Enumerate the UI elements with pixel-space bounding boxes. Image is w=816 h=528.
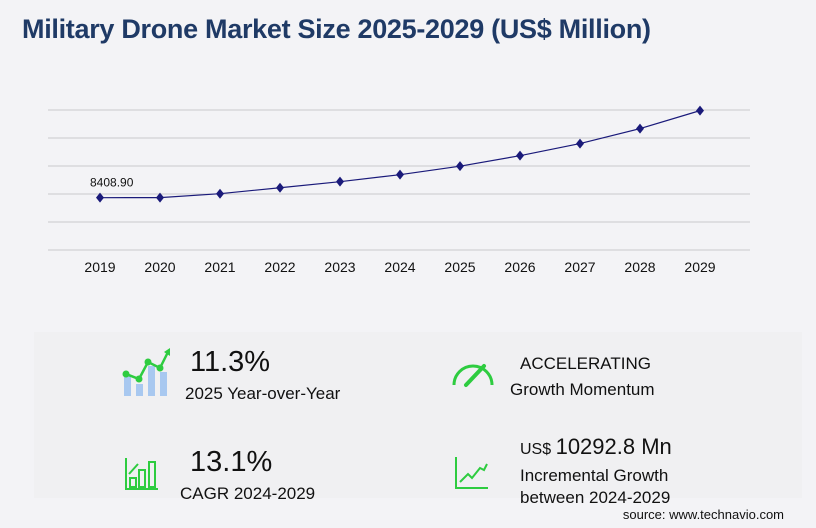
data-point xyxy=(276,182,284,193)
source-text: source: www.technavio.com xyxy=(622,507,784,522)
line-chart: 2019 8408.90 2020 2021 2022 2023 2024 2025 2026 2… xyxy=(48,105,750,275)
x-tick-label: 2029 xyxy=(684,259,715,275)
x-tick-label: 2022 xyxy=(264,259,295,275)
data-point xyxy=(456,161,464,172)
data-point xyxy=(516,150,524,161)
x-tick-label: 2020 xyxy=(144,259,175,275)
x-tick-label: 2026 xyxy=(504,259,535,275)
data-point xyxy=(396,169,404,180)
data-point xyxy=(156,192,164,203)
data-point xyxy=(696,105,704,116)
incremental-growth: US$ 10292.8 Mn xyxy=(520,434,672,460)
data-point xyxy=(96,192,104,203)
yoy-value: 11.3% xyxy=(190,346,271,378)
data-label: 8408.90 xyxy=(90,176,134,190)
x-tick-label: 2027 xyxy=(564,259,595,275)
incremental-label-1: Incremental Growth xyxy=(520,466,669,485)
x-tick-label: 2023 xyxy=(324,259,355,275)
stats-panel xyxy=(34,332,802,498)
data-point xyxy=(216,188,224,199)
incremental-label-2: between 2024-2029 xyxy=(520,488,671,507)
x-tick-label: 2025 xyxy=(444,259,475,275)
momentum-label: Growth Momentum xyxy=(510,380,655,399)
cagr-label: CAGR 2024-2029 xyxy=(180,484,316,503)
data-point xyxy=(636,123,644,134)
data-point xyxy=(336,176,344,187)
momentum-value: ACCELERATING xyxy=(520,354,651,373)
yoy-label: 2025 Year-over-Year xyxy=(185,384,341,403)
x-tick-label: 2021 xyxy=(204,259,235,275)
x-tick-label: 2019 xyxy=(84,259,115,275)
data-point xyxy=(576,138,584,149)
currency-prefix: US$ xyxy=(520,441,552,458)
page-title: Military Drone Market Size 2025-2029 (US… xyxy=(22,14,651,44)
trend-up-icon xyxy=(455,457,488,489)
series-line xyxy=(99,110,701,199)
bar-chart-icon xyxy=(125,458,158,490)
x-tick-label: 2024 xyxy=(384,259,415,275)
speedometer-icon xyxy=(452,364,494,387)
cagr-value: 13.1% xyxy=(190,446,273,478)
incremental-value: 10292.8 Mn xyxy=(555,434,672,459)
growth-chart-icon xyxy=(122,348,170,396)
x-tick-label: 2028 xyxy=(624,259,655,275)
